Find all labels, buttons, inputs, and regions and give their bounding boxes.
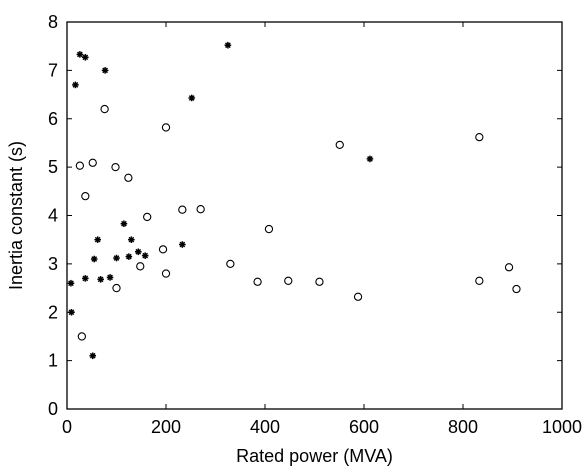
data-point-star [67,279,75,287]
y-tick-label: 4 [48,206,58,226]
data-point-star [179,241,186,248]
x-tick-label: 400 [250,417,280,437]
data-point-circle [226,259,235,269]
data-point-star [128,236,135,243]
data-point-circle [264,224,274,234]
data-point-circle [88,158,97,167]
data-point-circle [77,332,86,341]
data-point-circle [504,263,514,272]
data-point-star [113,254,120,262]
data-points [67,41,521,360]
y-tick-label: 1 [48,351,58,371]
data-point-circle [335,140,344,150]
data-point-star [68,308,75,316]
x-tick-label: 800 [448,417,478,437]
y-tick-label: 3 [48,254,58,274]
data-point-circle [475,132,484,142]
y-tick-label: 7 [48,60,58,80]
data-point-circle [112,283,121,293]
data-point-circle [124,173,133,182]
data-point-circle [161,123,171,132]
data-point-circle [136,262,145,271]
data-point-star [94,236,101,243]
y-tick-label: 6 [48,109,58,129]
data-point-circle [196,205,205,214]
x-tick-label: 1000 [542,417,582,437]
data-point-star [82,275,89,282]
x-tick-label: 600 [349,417,379,437]
x-tick-label: 0 [62,417,72,437]
data-point-circle [75,161,85,170]
y-tick-label: 5 [48,157,58,177]
data-point-circle [143,212,152,222]
data-point-star [90,255,98,263]
y-axis-label: Inertia constant (s) [6,141,26,290]
data-point-star [188,94,196,102]
axis-ticks: 0 200 400 600 800 1000 0 1 2 3 4 5 6 7 8 [48,12,582,437]
data-point-star [224,41,232,49]
x-tick-label: 200 [151,417,181,437]
data-point-circle [512,284,521,294]
data-point-circle [178,205,187,214]
data-point-star [106,274,114,281]
data-point-star [125,253,133,260]
data-point-circle [284,276,293,285]
data-point-star [366,155,374,163]
data-point-star [76,51,84,58]
data-point-star [101,67,109,74]
x-axis-label: Rated power (MVA) [236,446,393,466]
data-point-star [89,352,97,360]
data-point-circle [315,277,324,286]
data-point-star [82,54,89,61]
y-tick-label: 0 [48,399,58,419]
data-point-star [72,81,79,89]
data-point-circle [158,245,168,254]
plot-area [66,21,563,410]
data-point-star [141,252,149,259]
y-tick-label: 2 [48,302,58,322]
data-point-circle [353,292,363,301]
data-point-star [97,276,104,283]
data-point-circle [475,276,484,285]
data-point-circle [253,277,262,286]
data-point-star [134,248,142,256]
data-point-circle [111,162,120,172]
y-tick-label: 8 [48,12,58,32]
data-point-circle [81,191,90,201]
data-point-circle [161,269,171,278]
data-point-star [120,220,128,228]
data-point-circle [100,104,109,114]
